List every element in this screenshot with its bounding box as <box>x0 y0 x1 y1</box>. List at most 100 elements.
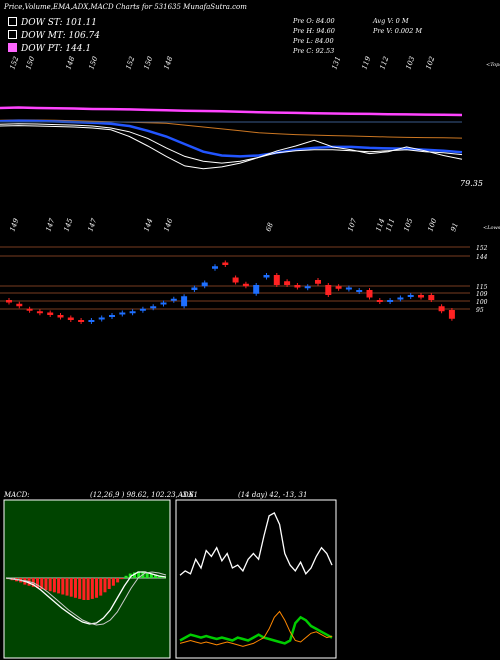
tops-label: <Tops <box>486 62 500 68</box>
candle <box>387 300 394 302</box>
candle <box>407 295 414 297</box>
dow-st-label: DOW ST: 101.11 <box>21 18 97 28</box>
macd-histogram-bar <box>111 578 115 586</box>
candle <box>150 306 157 309</box>
candle <box>366 290 373 298</box>
candle <box>232 277 239 283</box>
ema-fast-line <box>0 123 463 164</box>
candle <box>325 285 332 295</box>
price-level-label: 115 <box>476 284 488 291</box>
adx-params: (14 day) 42, -13, 31 <box>238 491 307 499</box>
last-price-label: 79.35 <box>460 179 483 188</box>
candle <box>345 287 352 290</box>
top-mark: 152 <box>124 55 136 71</box>
candle <box>36 311 43 314</box>
dow-pt-label: DOW PT: 144.1 <box>21 44 92 54</box>
price-level-label: 109 <box>476 291 488 298</box>
top-mark: 150 <box>24 55 36 71</box>
price-level-label: 144 <box>476 254 488 261</box>
candle <box>129 311 136 314</box>
candle <box>88 320 95 322</box>
dow-st-legend: DOW ST: 101.11 <box>8 17 97 28</box>
candle <box>294 285 301 288</box>
adx-line <box>179 511 333 576</box>
candle <box>448 310 455 319</box>
page-title: Price,Volume,EMA,ADX,MACD Charts for 531… <box>4 3 247 11</box>
top-mark: 150 <box>142 55 154 71</box>
low-mark: 144 <box>142 217 154 232</box>
macd-line <box>5 571 167 625</box>
low-mark: 107 <box>346 217 358 233</box>
dow-pt-swatch <box>8 43 17 52</box>
macd-histogram-bar <box>103 578 107 593</box>
macd-histogram-bar <box>116 578 120 583</box>
macd-signal-line <box>5 571 167 626</box>
macd-histogram-bar <box>120 578 124 580</box>
top-mark: 148 <box>162 55 174 71</box>
macd-histogram-bar <box>44 578 48 591</box>
adx-plus-di-line <box>179 615 333 645</box>
macd-histogram-bar <box>124 575 128 578</box>
candle <box>98 317 105 320</box>
low-mark: 105 <box>402 217 414 233</box>
candle <box>242 283 249 287</box>
macd-histogram-bar <box>154 574 158 578</box>
ema-short-line <box>0 119 463 158</box>
candle <box>160 302 167 305</box>
macd-histogram-bar <box>99 578 103 596</box>
macd-histogram-bar <box>61 578 65 595</box>
top-mark: 112 <box>378 55 390 71</box>
macd-label: MACD: <box>3 491 30 499</box>
macd-histogram-bar <box>137 571 141 578</box>
candle <box>397 297 404 300</box>
macd-histogram-bar <box>162 576 166 578</box>
macd-histogram-bar <box>149 573 153 578</box>
top-mark: 131 <box>330 55 342 70</box>
candle <box>273 275 280 285</box>
candle <box>428 295 435 300</box>
candle <box>109 315 115 317</box>
macd-histogram-bar <box>90 578 94 599</box>
candle <box>57 315 64 318</box>
macd-histogram-bar <box>132 572 136 578</box>
macd-histogram-bar <box>65 578 69 596</box>
low-mark: 91 <box>449 222 460 233</box>
pre-high: Pre H: 94.60 <box>293 27 335 35</box>
low-mark: 147 <box>44 217 56 233</box>
top-mark: 148 <box>64 55 76 71</box>
macd-histogram-bar <box>36 578 40 588</box>
price-level-label: 152 <box>476 245 488 252</box>
candle <box>263 275 270 278</box>
candle <box>119 312 126 315</box>
low-mark: 145 <box>62 217 74 233</box>
macd-histogram-bar <box>86 578 90 600</box>
top-mark: 119 <box>360 55 372 71</box>
candle <box>47 312 54 315</box>
macd-histogram-bar <box>82 578 86 600</box>
low-mark: 68 <box>264 221 275 233</box>
candle <box>67 317 74 320</box>
low-mark: 146 <box>162 217 174 233</box>
avg-volume: Avg V: 0 M <box>373 17 409 25</box>
low-mark: 111 <box>384 217 396 232</box>
candle <box>284 281 291 285</box>
macd-histogram-bar <box>40 578 44 589</box>
adx-panel <box>175 499 337 659</box>
price-line <box>0 125 463 170</box>
candle <box>315 280 321 284</box>
top-mark: 150 <box>87 55 99 71</box>
candle <box>356 290 363 292</box>
adx-label: ADX <box>177 491 195 499</box>
top-mark: 103 <box>404 55 416 71</box>
macd-histogram-bar <box>52 578 56 593</box>
candle <box>418 295 424 298</box>
candle <box>26 308 33 311</box>
candle <box>170 298 177 301</box>
macd-histogram-bar <box>145 572 149 578</box>
candle <box>376 300 383 302</box>
candle <box>16 303 23 307</box>
macd-histogram-bar <box>57 578 61 594</box>
pre-volume: Pre V: 0.002 M <box>373 27 423 35</box>
dow-mt-label: DOW MT: 106.74 <box>21 31 100 41</box>
